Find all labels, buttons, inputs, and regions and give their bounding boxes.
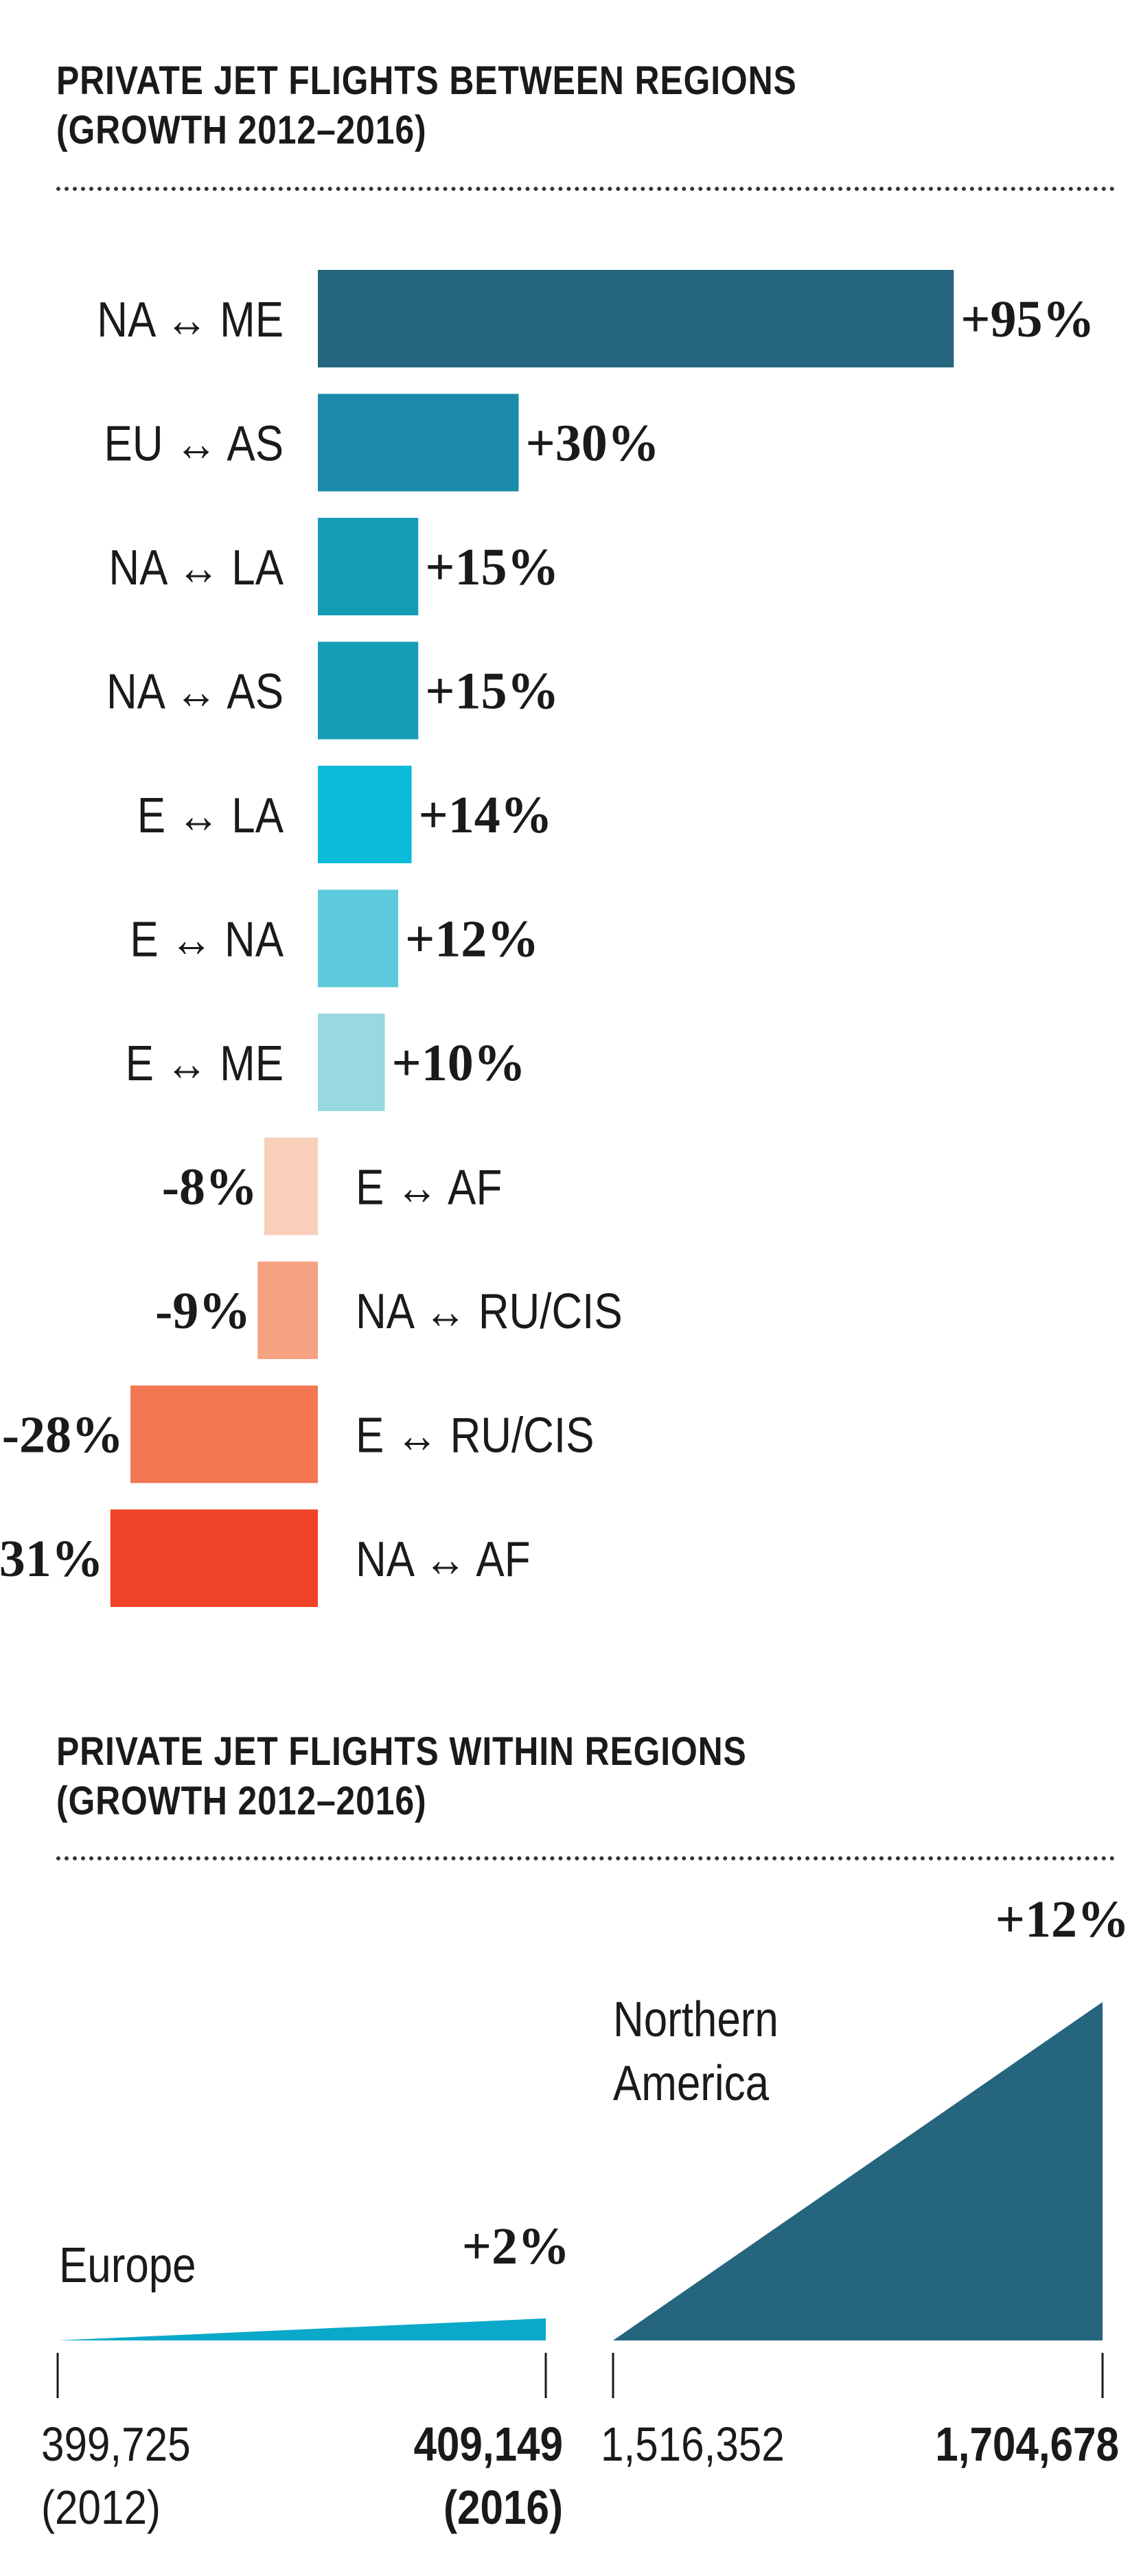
category-label: EU ↔ AS (104, 416, 284, 471)
start-year-label: (2012) (41, 2481, 161, 2534)
chart-title-between: PRIVATE JET FLIGHTS BETWEEN REGIONS (GRO… (56, 56, 797, 155)
bar (257, 1262, 318, 1359)
start-value-label: 399,725 (41, 2417, 191, 2471)
category-label: E ↔ RU/CIS (356, 1408, 594, 1463)
category-label: E ↔ ME (126, 1036, 284, 1091)
category-label: NA ↔ AF (356, 1532, 531, 1587)
bar (318, 518, 419, 615)
category-label: E ↔ LA (137, 788, 284, 843)
end-value-label: 1,704,678 (935, 2417, 1119, 2471)
bar (318, 641, 419, 740)
bar (318, 889, 398, 988)
bar (264, 1137, 318, 1235)
chart-title-line1: PRIVATE JET FLIGHTS WITHIN REGIONS (56, 1729, 747, 1774)
bar (318, 270, 954, 367)
bar (318, 766, 412, 863)
data-label: -28% (2, 1406, 124, 1464)
data-label: +15% (425, 663, 559, 720)
data-label: +14% (419, 786, 553, 844)
data-label: +2% (462, 2218, 570, 2275)
series-label: America (613, 2056, 770, 2111)
data-label: +95% (960, 290, 1094, 348)
data-label: +10% (392, 1034, 526, 1092)
data-label: -8% (162, 1159, 257, 1216)
between-regions-bar-chart: NA ↔ ME +95% EU ↔ AS +30% NA ↔ LA +15% NA ↔ AS… (0, 270, 1095, 1607)
data-label: +12% (405, 911, 539, 968)
category-label: E ↔ AF (356, 1160, 502, 1215)
within-regions-wedge-chart: Europe +2% Northern America +12% 399,725 (2012… (41, 1891, 1129, 2534)
series-label: Northern (613, 1992, 779, 2047)
category-label: NA ↔ RU/CIS (356, 1284, 623, 1339)
chart-subtitle-line2: (GROWTH 2012–2016) (56, 1779, 427, 1823)
data-label: +12% (995, 1891, 1129, 1948)
title-divider (56, 187, 1115, 191)
data-label: -31% (0, 1530, 104, 1588)
start-value-label: 1,516,352 (601, 2417, 785, 2471)
category-label: E ↔ NA (130, 912, 284, 967)
chart-subtitle-line2: (GROWTH 2012–2016) (56, 108, 427, 152)
bar (110, 1509, 318, 1607)
data-label: +15% (425, 538, 559, 596)
category-label: NA ↔ LA (108, 540, 284, 595)
data-label: +30% (526, 415, 660, 472)
end-year-label: (2016) (443, 2481, 563, 2534)
area-europe (58, 2318, 546, 2340)
series-label: Europe (59, 2238, 196, 2293)
end-value-label: 409,149 (413, 2417, 563, 2471)
chart-title-line1: PRIVATE JET FLIGHTS BETWEEN REGIONS (56, 58, 797, 103)
bar (318, 1014, 385, 1111)
bar (130, 1385, 318, 1483)
chart-title-within: PRIVATE JET FLIGHTS WITHIN REGIONS (GROW… (56, 1727, 747, 1826)
bar (318, 394, 519, 492)
area-northern-america (613, 2002, 1103, 2340)
category-label: NA ↔ ME (97, 293, 284, 347)
title-divider (56, 1856, 1115, 1860)
data-label: -9% (155, 1282, 251, 1340)
category-label: NA ↔ AS (106, 664, 284, 719)
